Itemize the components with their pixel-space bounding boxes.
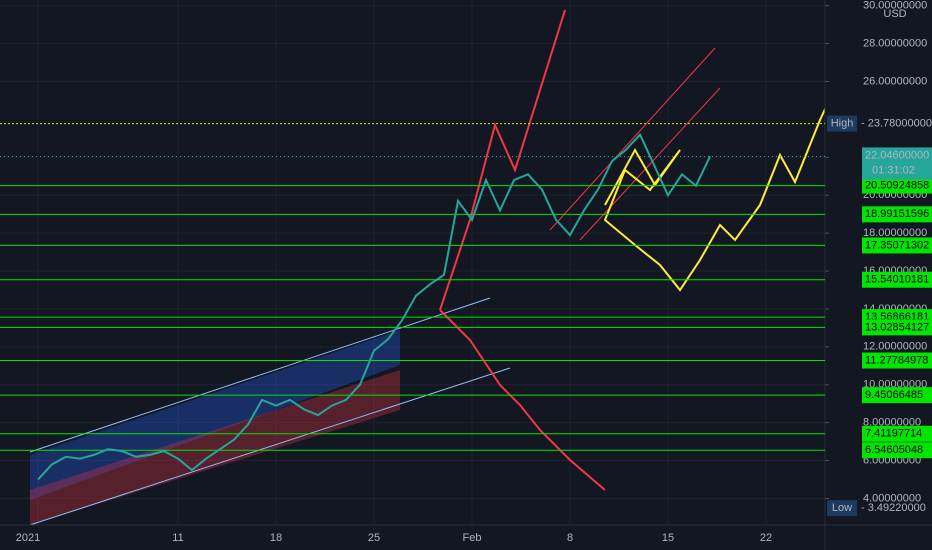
channel-fill (30, 370, 400, 525)
currency: USD (883, 8, 906, 20)
high-name-bg (827, 115, 857, 132)
channel-line (29, 297, 491, 453)
x-tick-label: 25 (368, 532, 380, 544)
level-label: 9.45066485 (862, 387, 932, 404)
level-label-text: 11.27784978 (865, 354, 928, 366)
x-tick-label: 15 (662, 532, 674, 544)
level-label: 17.35071302 (862, 237, 932, 254)
channel-line (29, 367, 511, 526)
level-label-bg (862, 387, 932, 404)
last-price: 22.04600000 (865, 149, 929, 161)
low-label: - 3.49220000 (861, 502, 926, 514)
x-tick-label: 11 (172, 532, 183, 544)
drawings (29, 9, 851, 526)
y-tick-label: 28.00000000 (863, 37, 927, 49)
trend-line (549, 47, 716, 231)
level-label-bg (862, 442, 932, 459)
low-name-bg (827, 500, 857, 517)
level-label-text: 13.02854127 (865, 321, 929, 333)
x-tick-label: Feb (463, 532, 482, 544)
level-label: 11.27784978 (862, 352, 932, 369)
high-name: High (831, 117, 854, 129)
level-label-text: 6.54605048 (865, 444, 923, 456)
level-label-bg (862, 206, 932, 223)
level-label: 15.54010181 (862, 271, 932, 288)
level-label-bg (862, 425, 932, 442)
level-label-bg (862, 177, 932, 194)
level-label-text: 15.54010181 (865, 274, 929, 286)
x-tick-label: 2021 (16, 532, 40, 544)
high-label: - 23.78000000 (861, 117, 932, 129)
grid (0, 0, 825, 525)
level-label-bg (862, 319, 932, 336)
level-label-bg (862, 271, 932, 288)
level-label: 7.41197714 (862, 425, 932, 442)
level-label: 20.50924858 (862, 177, 932, 194)
level-label-bg (862, 237, 932, 254)
projection (603, 54, 851, 292)
y-tick-label: 18.00000000 (863, 227, 927, 239)
low-name: Low (832, 502, 852, 514)
x-tick-label: 18 (270, 532, 282, 544)
level-label-text: 20.50924858 (865, 179, 929, 191)
y-tick-label: 4.00000000 (863, 492, 921, 504)
y-tick-label: 26.00000000 (863, 75, 927, 87)
y-tick-label: 30.00000000 (863, 0, 927, 12)
level-label: 6.54605048 (862, 442, 932, 459)
price-line (37, 132, 711, 481)
channel-fill (30, 330, 400, 500)
arrow (439, 309, 606, 491)
level-label: 13.02854127 (862, 319, 932, 336)
y-tick-label: 8.00000000 (863, 417, 921, 429)
level-label-text: 9.45066485 (865, 389, 923, 401)
level-label-bg (862, 352, 932, 369)
arrow (439, 9, 566, 311)
level-label: 18.99151596 (862, 206, 932, 223)
x-tick-label: 22 (760, 532, 772, 544)
y-tick-label: 12.00000000 (863, 341, 927, 353)
level-label-text: 18.99151596 (865, 208, 929, 220)
level-label-text: 7.41197714 (865, 428, 922, 440)
countdown: 01:31:02 (872, 164, 915, 176)
last-price-bg (862, 147, 932, 180)
level-label-text: 17.35071302 (865, 239, 929, 251)
x-tick-label: 8 (567, 532, 573, 544)
